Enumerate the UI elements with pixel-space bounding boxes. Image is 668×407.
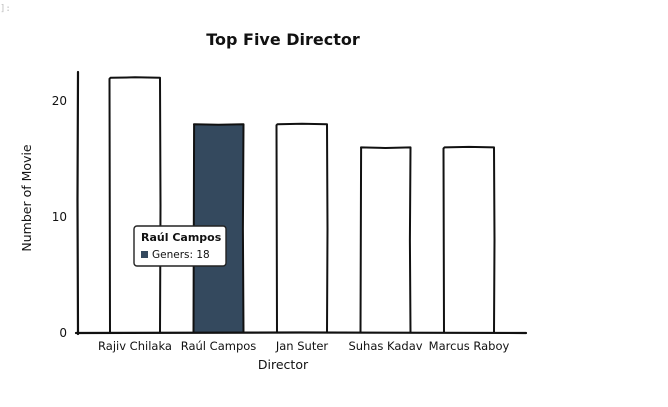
y-axis-title: Number of Movie [19,144,34,252]
y-ticks: 0 10 20 [52,94,67,340]
y-axis-line [76,70,80,336]
x-axis-line [74,331,528,335]
y-tick-label: 20 [52,94,67,108]
category-labels: Rajiv Chilaka Raúl Campos Jan Suter Suhas K… [98,339,509,353]
x-axis-title: Director [258,357,309,372]
x-tick-label: Rajiv Chilaka [98,339,172,353]
x-tick-label: Jan Suter [275,339,329,353]
bar-rajiv-chilaka[interactable] [108,76,162,334]
x-tick-label: Marcus Raboy [429,339,510,353]
tooltip: Raúl Campos Geners: 18 [133,225,227,267]
y-tick-label: 10 [52,210,67,224]
x-tick-label: Raúl Campos [181,339,257,353]
bars [108,76,496,334]
bar-marcus-raboy[interactable] [442,145,496,334]
tooltip-title: Raúl Campos [141,231,222,244]
tooltip-swatch [141,251,148,258]
bar-suhas-kadav[interactable] [359,146,412,334]
bar-jan-suter[interactable] [275,122,329,334]
chart-title: Top Five Director [206,30,360,49]
x-tick-label: Suhas Kadav [348,339,422,353]
tooltip-value: Geners: 18 [152,249,210,261]
cell-prompt: ]: [0,4,11,14]
y-tick-label: 0 [59,326,67,340]
